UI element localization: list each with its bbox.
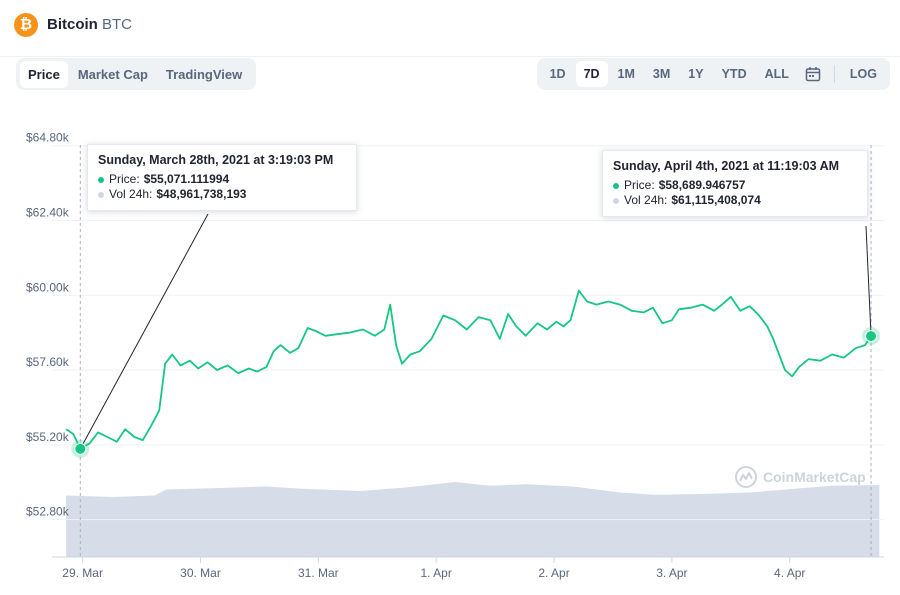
highlight-point-0 [74, 442, 87, 455]
tab-market-cap[interactable]: Market Cap [77, 66, 148, 82]
y-tick-label: $60.00k [26, 280, 70, 294]
tooltip-volume-label: Vol 24h: [109, 187, 153, 201]
tooltip-date: Sunday, March 28th, 2021 at 3:19:03 PM [98, 153, 334, 167]
x-tick-label: 29. Mar [62, 566, 103, 580]
x-tick-label: 3. Apr [656, 566, 687, 580]
tooltip-march-28: Sunday, March 28th, 2021 at 3:19:03 PM P… [87, 144, 357, 211]
tooltip-volume-row: Vol 24h: $48,961,738,193 [98, 187, 346, 202]
tooltip-april-4: Sunday, April 4th, 2021 at 11:19:03 AM P… [602, 150, 868, 217]
coinmarketcap-watermark: CoinMarketCap [734, 465, 866, 489]
highlight-point-1 [865, 330, 878, 343]
tooltip-price-row: Price: $55,071.111994 [98, 172, 346, 187]
chart-type-tabs: Price Market Cap TradingView [16, 58, 257, 90]
tooltip-date: Sunday, April 4th, 2021 at 11:19:03 AM [613, 159, 840, 173]
tooltip-price-value: $55,071.111994 [143, 172, 230, 186]
range-1d[interactable]: 1D [549, 67, 566, 81]
tab-tradingview[interactable]: TradingView [165, 66, 243, 82]
tooltip-connector-0 [79, 213, 209, 450]
coin-header: ₿ Bitcoin BTC [0, 0, 900, 52]
coin-name: Bitcoin [47, 16, 98, 33]
y-tick-label: $55.20k [26, 430, 70, 444]
x-tick-label: 30. Mar [180, 566, 221, 580]
time-range-selector: 1D 7D 1M 3M 1Y YTD ALL LOG [536, 58, 890, 90]
price-dot-icon [98, 176, 104, 183]
range-ytd[interactable]: YTD [721, 67, 747, 81]
y-tick-label: $62.40k [26, 205, 70, 219]
range-1y[interactable]: 1Y [688, 67, 704, 81]
price-dot-icon [613, 182, 619, 189]
range-1m[interactable]: 1M [617, 67, 635, 81]
tooltip-connector-1 [865, 225, 872, 337]
price-line [65, 289, 872, 450]
range-3m[interactable]: 3M [652, 67, 671, 81]
tooltip-price-row: Price: $58,689.946757 [613, 178, 857, 193]
header-divider [0, 56, 900, 57]
x-tick-label: 4. Apr [774, 566, 805, 580]
tooltip-price-value: $58,689.946757 [658, 178, 746, 192]
volume-dot-icon [613, 197, 619, 204]
log-scale-toggle[interactable]: LOG [849, 67, 877, 81]
tooltip-price-label: Price: [624, 178, 655, 192]
y-tick-label: $64.80k [26, 131, 70, 145]
watermark-text: CoinMarketCap [763, 469, 866, 485]
tooltip-price-label: Price: [109, 172, 140, 186]
coinmarketcap-logo-icon [735, 466, 757, 488]
range-divider [833, 65, 835, 83]
tab-price[interactable]: Price [20, 60, 68, 88]
x-tick-label: 31. Mar [298, 566, 339, 580]
tooltip-volume-label: Vol 24h: [624, 193, 668, 207]
y-tick-label: $52.80k [26, 505, 70, 519]
bitcoin-icon: ₿ [14, 13, 38, 37]
tooltip-volume-value: $61,115,408,074 [671, 193, 761, 207]
coin-symbol: BTC [102, 16, 132, 33]
range-all[interactable]: ALL [764, 67, 789, 81]
range-7d[interactable]: 7D [575, 61, 608, 87]
volume-dot-icon [98, 191, 104, 198]
tooltip-volume-row: Vol 24h: $61,115,408,074 [613, 193, 857, 208]
x-tick-label: 2. Apr [538, 566, 569, 580]
x-tick-label: 1. Apr [421, 566, 452, 580]
calendar-icon[interactable] [798, 62, 828, 86]
y-tick-label: $57.60k [26, 355, 70, 369]
tooltip-volume-value: $48,961,738,193 [156, 187, 247, 201]
